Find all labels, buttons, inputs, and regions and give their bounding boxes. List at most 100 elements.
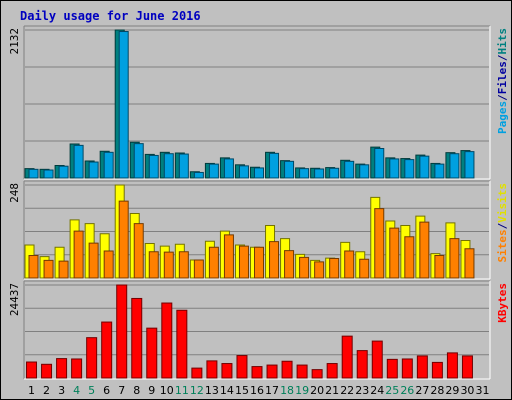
bar-sites-day-17 [269,241,280,279]
bar-files-day-28 [434,163,445,179]
bar-sites-day-30 [464,248,475,279]
bar-kbytes-day-4 [71,358,83,379]
bar-sites-day-9 [148,251,159,279]
bar-files-day-11 [178,153,189,179]
bar-kbytes-day-8 [131,297,143,379]
bar-files-day-29 [449,153,460,179]
bar-kbytes-day-10 [161,302,173,379]
bar-files-day-17 [269,152,280,179]
legend-entry-hits: Hits [496,28,509,55]
bar-kbytes-day-17 [266,364,278,379]
bar-kbytes-day-16 [251,366,263,379]
bar-sites-day-16 [254,246,264,279]
bar-kbytes-day-23 [356,350,368,379]
series-files [28,31,475,179]
x-tick-label-2: 2 [43,384,50,397]
y-max-label: 2132 [8,28,21,55]
legend-visits: Sites/Visits [496,183,509,263]
y-max-label: 24437 [8,283,21,316]
x-tick-label-29: 29 [445,384,459,397]
bar-kbytes-day-11 [176,309,188,379]
x-tick-label-25: 25 [385,384,399,397]
bar-kbytes-day-14 [221,363,233,379]
bar-files-day-24 [374,147,385,179]
series-kbytes [26,284,473,379]
x-tick-label-31: 31 [475,384,489,397]
bar-files-day-7 [118,31,129,179]
bar-kbytes-day-21 [326,363,338,379]
bar-sites-day-18 [284,250,295,279]
bar-files-day-18 [284,160,295,179]
legend-entry-sites: Sites [496,229,509,262]
bar-sites-day-13 [208,246,219,279]
legend-kbytes: KBytes [496,283,509,323]
bar-files-day-13 [208,163,219,179]
bar-files-day-8 [133,143,144,179]
x-axis-labels: 1 2 3 4 5 6 7 8 9 10 11 12 13 14 15 16 17 18 19 20 21 22 23 24 2… [28,384,489,397]
bar-sites-day-3 [58,260,69,279]
bar-sites-day-8 [133,223,144,279]
bar-files-day-12 [193,171,204,179]
panel-kbytes: 24437 KBytes [8,280,509,380]
bar-kbytes-day-27 [416,355,428,379]
panel-visits: 248 Sites/Visits [8,180,509,280]
bar-kbytes-day-5 [86,337,98,379]
x-tick-label-30: 30 [460,384,474,397]
x-tick-label-27: 27 [415,384,429,397]
bar-kbytes-day-25 [386,358,398,379]
bar-files-day-16 [254,167,264,179]
bar-files-day-10 [163,153,174,179]
bar-kbytes-day-22 [341,335,353,379]
bar-sites-day-19 [299,256,310,279]
bar-kbytes-day-6 [101,321,113,379]
legend-entry-files: Files [496,61,509,94]
bar-sites-day-2 [43,259,54,279]
x-tick-label-13: 13 [205,384,219,397]
x-tick-label-11: 11 [175,384,189,397]
bar-kbytes-day-26 [401,358,413,379]
legend-hits: Pages/Files/Hits [496,28,509,134]
x-tick-label-3: 3 [58,384,65,397]
x-tick-label-7: 7 [118,384,125,397]
x-tick-label-14: 14 [220,384,234,397]
bar-sites-day-15 [238,245,249,279]
x-tick-label-6: 6 [103,384,110,397]
bar-files-day-14 [223,158,234,179]
bar-sites-day-1 [28,255,39,279]
x-tick-label-4: 4 [73,384,80,397]
x-tick-label-5: 5 [88,384,95,397]
x-tick-label-16: 16 [250,384,264,397]
x-tick-label-22: 22 [340,384,354,397]
bar-files-day-3 [58,165,69,179]
bar-files-day-25 [389,158,400,179]
x-tick-label-26: 26 [400,384,414,397]
bar-sites-day-27 [419,221,430,279]
bar-sites-day-23 [359,258,370,279]
bar-kbytes-day-24 [371,340,383,379]
x-tick-label-17: 17 [265,384,279,397]
x-tick-label-9: 9 [148,384,155,397]
bar-files-day-21 [329,167,340,179]
x-tick-label-28: 28 [430,384,444,397]
bar-files-day-2 [43,169,54,179]
bar-files-day-22 [344,160,355,179]
bar-sites-day-28 [434,255,445,279]
bar-files-day-23 [359,164,370,179]
x-tick-label-15: 15 [235,384,249,397]
legend-entry-slash-1: / [496,94,509,101]
legend-entry-slash-3: / [496,54,509,61]
bar-kbytes-day-30 [461,355,473,379]
bar-kbytes-day-20 [311,369,323,379]
bar-files-day-1 [28,168,39,179]
bar-sites-day-24 [374,208,385,279]
bar-sites-day-7 [118,200,129,279]
bar-kbytes-day-3 [56,358,68,379]
legend-entry-pages: Pages [496,101,509,134]
bar-kbytes-day-9 [146,327,158,379]
bar-kbytes-day-15 [236,355,248,379]
bar-files-day-4 [73,144,84,179]
bar-sites-day-6 [103,250,114,279]
bar-sites-day-21 [329,258,340,279]
x-tick-label-19: 19 [295,384,309,397]
